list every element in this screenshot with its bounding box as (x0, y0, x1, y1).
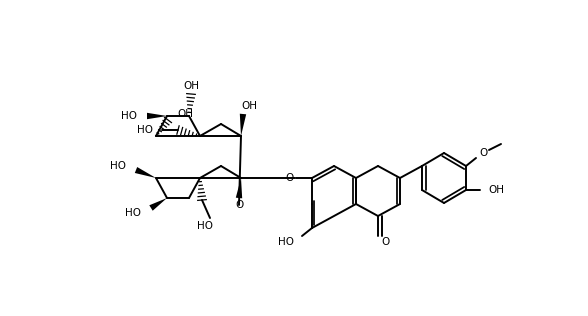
Text: OH: OH (488, 185, 504, 195)
Text: OH: OH (177, 109, 193, 119)
Text: HO: HO (110, 161, 126, 171)
Text: HO: HO (197, 221, 213, 231)
Text: O: O (479, 148, 487, 158)
Text: HO: HO (137, 125, 153, 135)
Text: O: O (381, 237, 389, 247)
Polygon shape (147, 113, 167, 119)
Text: OH: OH (183, 81, 199, 91)
Polygon shape (135, 167, 156, 178)
Text: HO: HO (278, 237, 294, 247)
Polygon shape (240, 114, 246, 136)
Text: O: O (286, 173, 294, 183)
Text: OH: OH (241, 101, 257, 111)
Polygon shape (149, 198, 167, 211)
Text: HO: HO (121, 111, 137, 121)
Polygon shape (236, 178, 242, 198)
Text: HO: HO (125, 208, 141, 218)
Text: O: O (235, 200, 243, 210)
